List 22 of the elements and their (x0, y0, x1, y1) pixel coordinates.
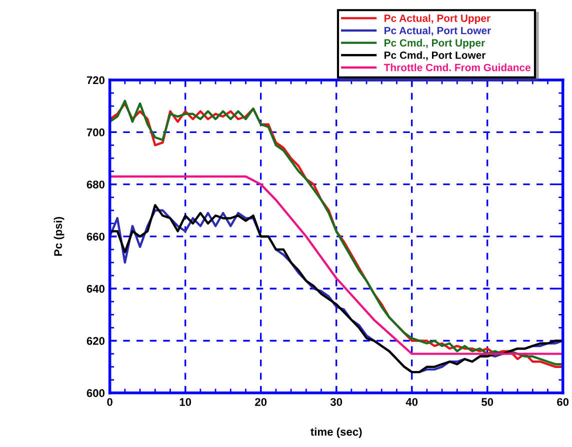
legend-label: Throttle Cmd. From Guidance (384, 64, 530, 72)
y-tick-label: 600 (86, 389, 105, 398)
legend-label: Pc Actual, Port Lower (384, 26, 491, 36)
x-tick-label: 0 (107, 398, 112, 406)
x-tick-label: 60 (557, 398, 569, 406)
x-tick-label: 10 (180, 398, 192, 406)
legend-label: Pc Cmd., Port Upper (384, 38, 485, 49)
y-tick-label: 640 (86, 284, 105, 293)
y-tick-label: 660 (86, 232, 105, 241)
y-tick-label: 680 (86, 180, 105, 188)
x-tick-label: 30 (330, 398, 342, 406)
legend-label: Pc Actual, Port Upper (384, 14, 490, 24)
x-axis-title: time (sec) (310, 428, 362, 438)
y-axis-title: Pc (psi) (54, 216, 64, 256)
y-tick-label: 720 (86, 76, 105, 84)
x-tick-label: 20 (255, 398, 267, 406)
legend-label: Pc Cmd., Port Lower (384, 51, 486, 60)
x-tick-label: 40 (406, 398, 418, 406)
y-tick-label: 620 (86, 337, 105, 345)
line-series (110, 175, 563, 355)
x-tick-label: 50 (482, 398, 494, 406)
y-tick-label: 700 (86, 128, 105, 136)
